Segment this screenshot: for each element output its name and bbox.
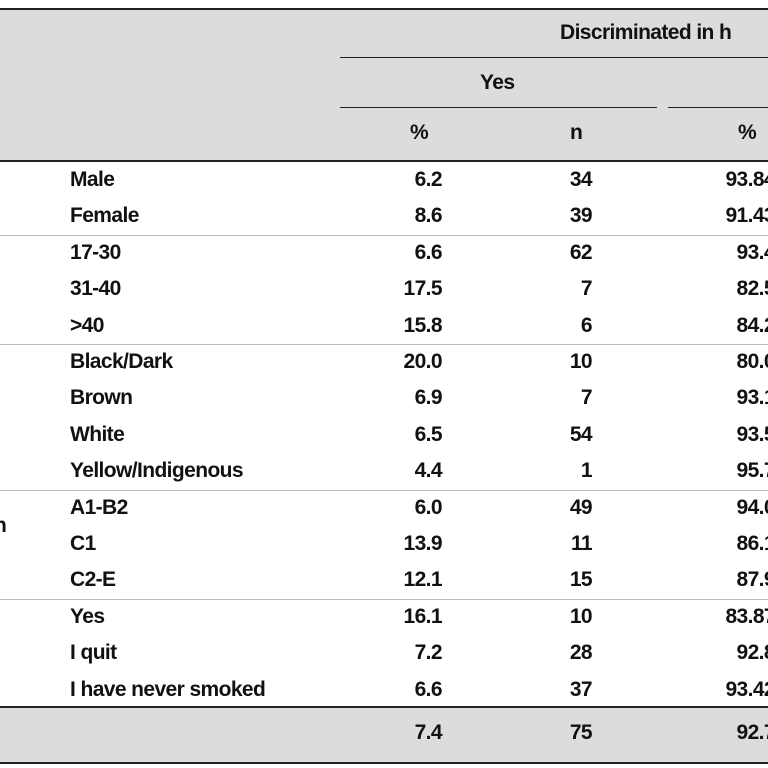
row-label: I quit [70, 641, 117, 665]
row-label: White [70, 422, 125, 446]
column-header: % [410, 121, 429, 144]
cell: 62 [569, 240, 593, 264]
cell: 92.8 [736, 641, 768, 665]
cell: 93.84 [725, 168, 768, 191]
cell: 12.1 [403, 568, 443, 592]
cell: 75 [569, 721, 593, 744]
cell: 10 [569, 350, 593, 373]
group-rule [0, 344, 768, 345]
row-label: 31-40 [70, 277, 121, 301]
cell: 39 [569, 204, 593, 228]
cell: 6.6 [414, 240, 443, 264]
cell: 7 [580, 277, 593, 301]
column-header: % [738, 121, 757, 144]
cell: 34 [569, 168, 593, 191]
cell: 94.0 [736, 495, 768, 519]
cell: 92.7 [736, 721, 768, 744]
cell: 10 [569, 604, 593, 628]
column-header: n [570, 121, 583, 144]
rule [340, 57, 768, 58]
rule [668, 107, 768, 108]
cell: 20.0 [403, 350, 443, 373]
cell: 15 [569, 568, 593, 592]
cell: 7.4 [414, 721, 443, 744]
group-label: n [0, 513, 7, 539]
cell: 6.9 [414, 386, 443, 410]
cell: 15.8 [403, 313, 443, 337]
cell: 49 [569, 495, 593, 519]
row-label: Brown [70, 386, 133, 410]
row-label: A1-B2 [70, 495, 128, 519]
cell: 93.5 [736, 422, 768, 446]
cell: 54 [569, 422, 593, 446]
group-rule [0, 598, 768, 600]
cell: 93.1 [736, 386, 768, 410]
cell: 84.2 [736, 313, 768, 337]
header-band [0, 8, 768, 162]
row-label: C2-E [70, 568, 116, 592]
cell: 6.2 [414, 168, 443, 191]
cell: 7 [580, 386, 593, 410]
cell: 93.4 [736, 240, 768, 264]
total-band [0, 706, 768, 764]
cell: 4.4 [414, 459, 443, 483]
row-label: Black/Dark [70, 350, 173, 373]
row-label: Female [70, 204, 139, 228]
row-label: C1 [70, 532, 96, 555]
cell: 37 [569, 677, 593, 701]
group-rule [0, 489, 768, 491]
row-label: 17-30 [70, 240, 121, 264]
cell: 95.7 [736, 459, 768, 483]
cell: 17.5 [403, 277, 443, 301]
cell: 93.42 [725, 677, 768, 701]
cell: 16.1 [403, 604, 443, 628]
cell: 7.2 [414, 641, 443, 665]
row-label: Yellow/Indigenous [70, 459, 244, 483]
group-rule [0, 234, 768, 236]
cell: 91.43 [725, 204, 768, 228]
cell: 28 [569, 641, 593, 665]
cell: 6 [580, 313, 593, 337]
row-label: >40 [70, 313, 104, 337]
cell: 6.6 [414, 677, 443, 701]
rule [340, 107, 657, 108]
row-label: Yes [70, 604, 105, 628]
cell: 80.0 [736, 350, 768, 373]
header-group: Yes [480, 71, 515, 94]
header-title: Discriminated in h [560, 21, 732, 44]
cell: 83.87 [725, 604, 768, 628]
cell: 8.6 [414, 204, 443, 228]
cell: 86.1 [736, 532, 768, 555]
cell: 6.5 [414, 422, 443, 446]
cell: 11 [571, 532, 593, 555]
row-label: I have never smoked [70, 677, 266, 701]
cell: 6.0 [414, 495, 443, 519]
cell: 1 [580, 459, 593, 483]
cell: 13.9 [403, 532, 443, 555]
cell: 82.5 [736, 277, 768, 301]
row-label: Male [70, 168, 115, 191]
cell: 87.9 [736, 568, 768, 592]
